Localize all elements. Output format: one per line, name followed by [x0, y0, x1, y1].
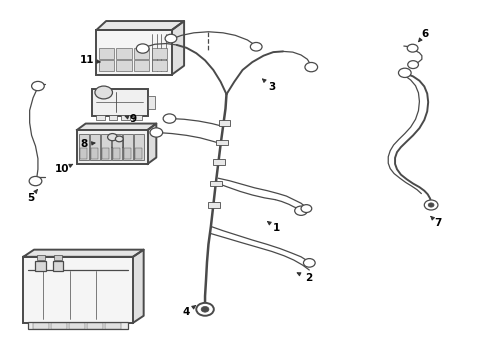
Bar — [112, 134, 122, 160]
Circle shape — [301, 204, 312, 212]
Circle shape — [165, 34, 177, 43]
Text: 6: 6 — [418, 28, 429, 42]
Bar — [134, 134, 144, 160]
Bar — [99, 60, 114, 71]
Bar — [52, 261, 63, 271]
Bar — [54, 255, 62, 260]
Text: 8: 8 — [80, 139, 95, 149]
Bar — [123, 134, 133, 160]
Bar — [219, 120, 230, 126]
Bar — [213, 159, 225, 165]
Text: 11: 11 — [79, 55, 100, 65]
Bar — [105, 323, 121, 329]
Circle shape — [163, 114, 176, 123]
Circle shape — [95, 86, 113, 99]
Circle shape — [407, 44, 418, 52]
Bar — [117, 48, 132, 59]
Bar — [135, 148, 142, 158]
Bar — [51, 323, 67, 329]
Polygon shape — [133, 249, 144, 323]
Bar — [109, 115, 117, 120]
Text: 1: 1 — [268, 221, 280, 233]
Text: 5: 5 — [27, 190, 37, 203]
Circle shape — [408, 61, 418, 68]
Bar — [77, 130, 147, 164]
Bar — [117, 60, 132, 71]
Bar — [87, 323, 103, 329]
Bar — [109, 139, 123, 147]
Text: 2: 2 — [297, 273, 312, 283]
Bar — [134, 60, 149, 71]
Bar — [113, 148, 120, 158]
Text: 4: 4 — [183, 306, 196, 317]
Text: 9: 9 — [125, 114, 137, 124]
Circle shape — [116, 136, 123, 142]
Bar — [24, 257, 133, 323]
Bar — [79, 134, 89, 160]
Circle shape — [136, 44, 149, 53]
Circle shape — [428, 203, 434, 207]
Bar — [28, 322, 128, 329]
Polygon shape — [97, 21, 184, 30]
Circle shape — [305, 63, 318, 72]
Bar — [152, 48, 167, 59]
Bar — [216, 140, 228, 145]
Bar — [152, 60, 167, 71]
Circle shape — [150, 128, 163, 137]
Bar — [101, 134, 111, 160]
Circle shape — [303, 258, 315, 267]
Bar — [102, 148, 109, 158]
Polygon shape — [147, 123, 156, 164]
Bar — [210, 181, 222, 186]
Bar — [33, 323, 49, 329]
Text: 3: 3 — [263, 79, 275, 92]
Polygon shape — [24, 249, 144, 257]
Text: 7: 7 — [431, 216, 441, 228]
Circle shape — [398, 68, 411, 77]
Circle shape — [250, 42, 262, 51]
Polygon shape — [77, 123, 156, 130]
Bar — [97, 30, 172, 75]
Circle shape — [424, 200, 438, 210]
Bar — [37, 255, 45, 260]
Circle shape — [29, 176, 42, 186]
Bar — [134, 48, 149, 59]
Circle shape — [294, 206, 307, 215]
Bar — [133, 115, 142, 120]
Circle shape — [31, 81, 44, 91]
Bar — [97, 115, 105, 120]
Bar — [90, 134, 100, 160]
Circle shape — [196, 303, 214, 316]
Bar — [91, 148, 98, 158]
Circle shape — [201, 306, 209, 312]
Bar — [35, 261, 46, 271]
Bar — [147, 96, 155, 109]
Bar — [121, 115, 129, 120]
Polygon shape — [172, 21, 184, 75]
Bar — [124, 148, 131, 158]
Text: 10: 10 — [55, 164, 73, 174]
Bar — [69, 323, 85, 329]
Bar — [99, 48, 114, 59]
Circle shape — [108, 134, 117, 141]
Bar — [208, 202, 220, 208]
Bar — [80, 148, 87, 158]
Bar — [92, 89, 147, 116]
